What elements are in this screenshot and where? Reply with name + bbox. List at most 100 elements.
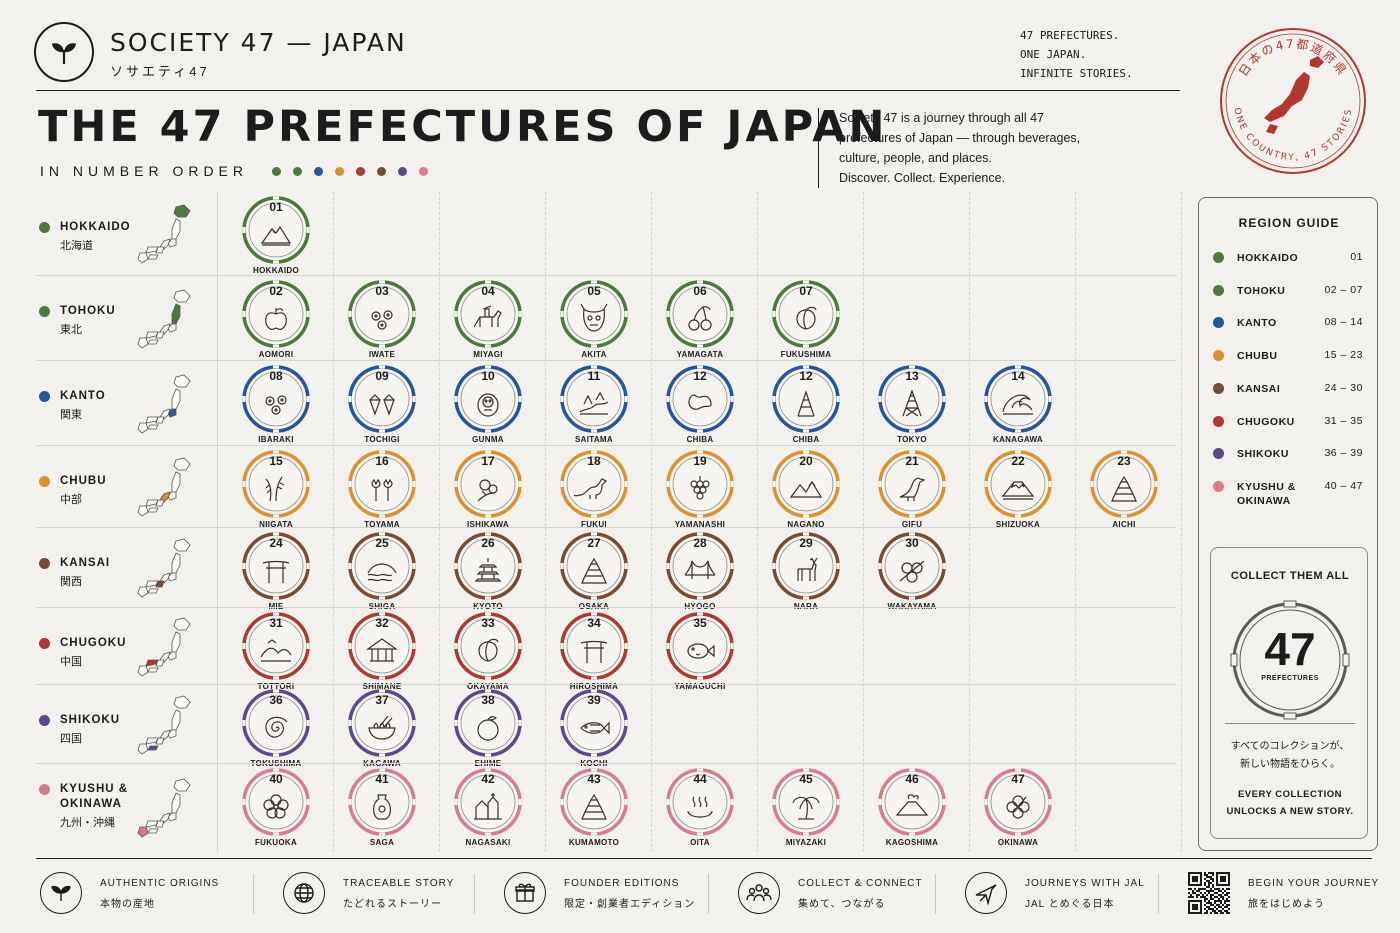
prefecture-badge[interactable]: 16 TOYAMA (345, 449, 419, 529)
prefecture-name: SHIMANE (362, 682, 402, 691)
feature-title: BEGIN YOUR JOURNEY (1248, 878, 1380, 889)
prefecture-badge[interactable]: 15 NIIGATA (239, 449, 313, 529)
color-dot (335, 166, 345, 176)
feature-item[interactable]: BEGIN YOUR JOURNEY 旅をはじめよう (1188, 870, 1398, 916)
prefecture-badge[interactable]: 05 AKITA (557, 279, 631, 359)
prefecture-badge[interactable]: 19 YAMANASHI (663, 449, 737, 529)
wave-icon (1002, 394, 1033, 415)
collect-count: 47 (1264, 623, 1316, 675)
prefecture-badge[interactable]: 47 OKINAWA (981, 767, 1055, 847)
row-divider (36, 360, 1176, 361)
prefecture-number: 45 (799, 772, 813, 786)
region-guide-range: 02 – 07 (1324, 284, 1363, 296)
prefecture-badge[interactable]: 14 KANAGAWA (981, 364, 1055, 444)
prefecture-name: SHIZUOKA (995, 520, 1041, 529)
prefecture-badge[interactable]: 21 GIFU (875, 449, 949, 529)
prefecture-badge[interactable]: 43 KUMAMOTO (557, 767, 631, 847)
intro-text: Society 47 is a journey through all 47 p… (818, 108, 1138, 188)
prefecture-badge[interactable]: 13 TOKYO (875, 364, 949, 444)
region-row-kyushu: KYUSHU & OKINAWA 九州・沖縄 40 FUKUOKA 41 SAGA 42 NA… (36, 764, 1176, 852)
prefecture-badge[interactable]: 09 TOCHIGI (345, 364, 419, 444)
prefecture-badge[interactable]: 17 ISHIKAWA (451, 449, 525, 529)
feature-separator (474, 874, 475, 914)
prefecture-name: KAGOSHIMA (885, 838, 939, 847)
prefecture-badge[interactable]: 36TOKUSHIMA (239, 688, 313, 768)
badge-ring (666, 280, 734, 348)
label-divider (217, 276, 218, 361)
prefecture-badge[interactable]: 24 MIE (239, 531, 313, 611)
region-guide-item: CHUBU 15 – 23 (1213, 349, 1363, 377)
region-label: HOKKAIDO 北海道 (36, 192, 216, 276)
feature-subtitle-jp: 旅をはじめよう (1248, 899, 1325, 910)
prefecture-badge[interactable]: 07 FUKUSHIMA (769, 279, 843, 359)
prefecture-number: 15 (269, 454, 283, 468)
prefecture-badge[interactable]: 01 HOKKAIDO (239, 195, 313, 275)
prefecture-badge[interactable]: 38EHIME (451, 688, 525, 768)
prefecture-badge[interactable]: 30 WAKAYAMA (875, 531, 949, 611)
prefecture-number: 17 (481, 454, 495, 468)
prefecture-badge[interactable]: 40 FUKUOKA (239, 767, 313, 847)
vase-icon (373, 794, 391, 820)
feature-separator (708, 874, 709, 914)
prefecture-badge[interactable]: 39KOCHI (557, 688, 631, 768)
collect-divider (1225, 723, 1355, 724)
prefecture-badge[interactable]: 02 AOMORI (239, 279, 313, 359)
prefecture-badge[interactable]: 27 OSAKA (557, 531, 631, 611)
prefecture-badge[interactable]: 12 CHIBA (663, 364, 737, 444)
prefecture-badge[interactable]: 41 SAGA (345, 767, 419, 847)
prefecture-badge[interactable]: 10 GUNMA (451, 364, 525, 444)
namahage-mask-icon (580, 303, 608, 332)
prefecture-name: AOMORI (258, 350, 294, 359)
prefecture-badge[interactable]: 32 SHIMANE (345, 611, 419, 691)
region-dot (39, 638, 50, 649)
region-name-jp: 中部 (60, 494, 82, 506)
prefecture-name: SHIGA (345, 602, 419, 611)
prefecture-badge[interactable]: 35 YAMAGUCHI (663, 611, 737, 691)
shrine-icon (366, 638, 398, 662)
prefecture-number: 18 (587, 454, 601, 468)
region-dot (1213, 448, 1224, 459)
prefecture-badge[interactable]: 42 NAGASAKI (451, 767, 525, 847)
prefecture-number: 24 (269, 536, 283, 550)
badge-ring (242, 450, 310, 518)
badge-ring (454, 612, 522, 680)
prefecture-badge[interactable]: 46 KAGOSHIMA (875, 767, 949, 847)
tulips-icon (371, 478, 393, 501)
prefecture-badge[interactable]: 22 SHIZUOKA (981, 449, 1055, 529)
fugu-icon (687, 643, 715, 659)
prefecture-badge[interactable]: 31 TOTTORI (239, 611, 313, 691)
label-divider (217, 685, 218, 764)
prefecture-badge[interactable]: 34 HIROSHIMA (557, 611, 631, 691)
prefecture-number: 28 (693, 536, 707, 550)
prefecture-badge[interactable]: 33 OKAYAMA (451, 611, 525, 691)
prefecture-badge[interactable]: 11 SAITAMA (557, 364, 631, 444)
qr-code-icon[interactable] (1188, 872, 1230, 914)
prefecture-name: KUMAMOTO (568, 838, 620, 847)
japan-map-icon (137, 374, 191, 434)
strawberries-icon (369, 394, 395, 416)
prefecture-number: 08 (269, 369, 283, 383)
prefecture-name: OKINAWA (997, 838, 1039, 847)
prefecture-badge[interactable]: 12 CHIBA (769, 364, 843, 444)
tokyo-tower-icon (902, 389, 922, 417)
samurai-horse-icon (473, 305, 502, 328)
prefecture-badge[interactable]: 28 HYOGO (663, 531, 737, 611)
prefecture-badge[interactable]: 06 YAMAGATA (663, 279, 737, 359)
prefecture-badge[interactable]: 03 IWATE (345, 279, 419, 359)
header-divider (36, 90, 1180, 91)
prefecture-badge[interactable]: 29 NARA (769, 531, 843, 611)
prefecture-badge[interactable]: 25 SHIGA (345, 531, 419, 611)
prefecture-badge[interactable]: 45 MIYAZAKI (769, 767, 843, 847)
flower-branch-icon (477, 479, 498, 502)
prefecture-badge[interactable]: 20 NAGANO (769, 449, 843, 529)
japan-map-icon (1264, 56, 1324, 134)
prefecture-number: 30 (905, 536, 919, 550)
prefecture-badge[interactable]: 37KAGAWA (345, 688, 419, 768)
prefecture-badge[interactable]: 26 KYOTO (451, 531, 525, 611)
prefecture-badge[interactable]: 44 OITA (663, 767, 737, 847)
prefecture-badge[interactable]: 08 IBARAKI (239, 364, 313, 444)
prefecture-badge[interactable]: 18 FUKUI (557, 449, 631, 529)
bonito-icon (580, 721, 610, 735)
prefecture-badge[interactable]: 23 AICHI (1087, 449, 1161, 529)
prefecture-badge[interactable]: 04 MIYAGI (451, 279, 525, 359)
